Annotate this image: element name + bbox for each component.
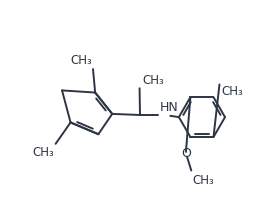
- Text: O: O: [182, 147, 192, 160]
- Text: HN: HN: [160, 101, 179, 114]
- Text: CH₃: CH₃: [142, 74, 164, 87]
- Text: CH₃: CH₃: [70, 54, 92, 67]
- Text: CH₃: CH₃: [192, 174, 214, 187]
- Text: CH₃: CH₃: [221, 85, 243, 98]
- Text: CH₃: CH₃: [32, 146, 54, 158]
